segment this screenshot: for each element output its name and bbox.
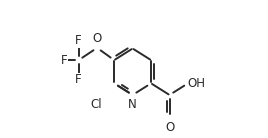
Text: O: O xyxy=(92,32,102,45)
Text: F: F xyxy=(75,73,82,86)
Text: N: N xyxy=(128,98,137,111)
Text: Cl: Cl xyxy=(91,98,102,111)
Text: OH: OH xyxy=(187,77,205,90)
Text: F: F xyxy=(61,54,68,67)
Text: O: O xyxy=(165,121,174,134)
Text: F: F xyxy=(75,34,82,47)
